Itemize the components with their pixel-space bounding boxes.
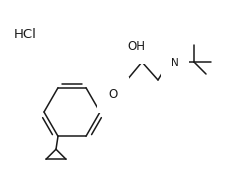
Text: H: H [171, 50, 179, 60]
Text: N: N [171, 58, 179, 68]
Text: OH: OH [127, 39, 145, 53]
Text: HCl: HCl [14, 27, 37, 41]
Text: O: O [108, 89, 118, 101]
